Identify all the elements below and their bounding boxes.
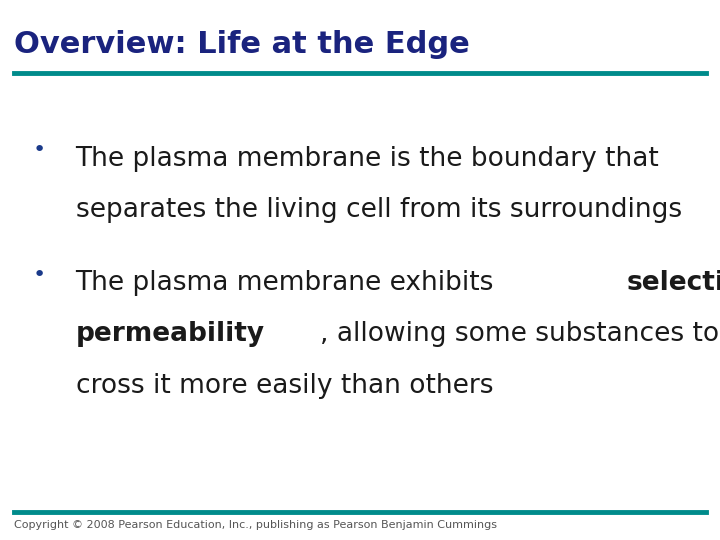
- Text: , allowing some substances to: , allowing some substances to: [320, 321, 719, 347]
- Text: selective: selective: [626, 270, 720, 296]
- Text: Overview: Life at the Edge: Overview: Life at the Edge: [14, 30, 470, 59]
- Text: •: •: [33, 265, 46, 285]
- Text: •: •: [33, 140, 46, 160]
- Text: The plasma membrane is the boundary that: The plasma membrane is the boundary that: [76, 146, 660, 172]
- Text: permeability: permeability: [76, 321, 265, 347]
- Text: separates the living cell from its surroundings: separates the living cell from its surro…: [76, 197, 682, 223]
- Text: cross it more easily than others: cross it more easily than others: [76, 373, 493, 399]
- Text: Copyright © 2008 Pearson Education, Inc., publishing as Pearson Benjamin Cumming: Copyright © 2008 Pearson Education, Inc.…: [14, 520, 498, 530]
- Text: The plasma membrane exhibits: The plasma membrane exhibits: [76, 270, 503, 296]
